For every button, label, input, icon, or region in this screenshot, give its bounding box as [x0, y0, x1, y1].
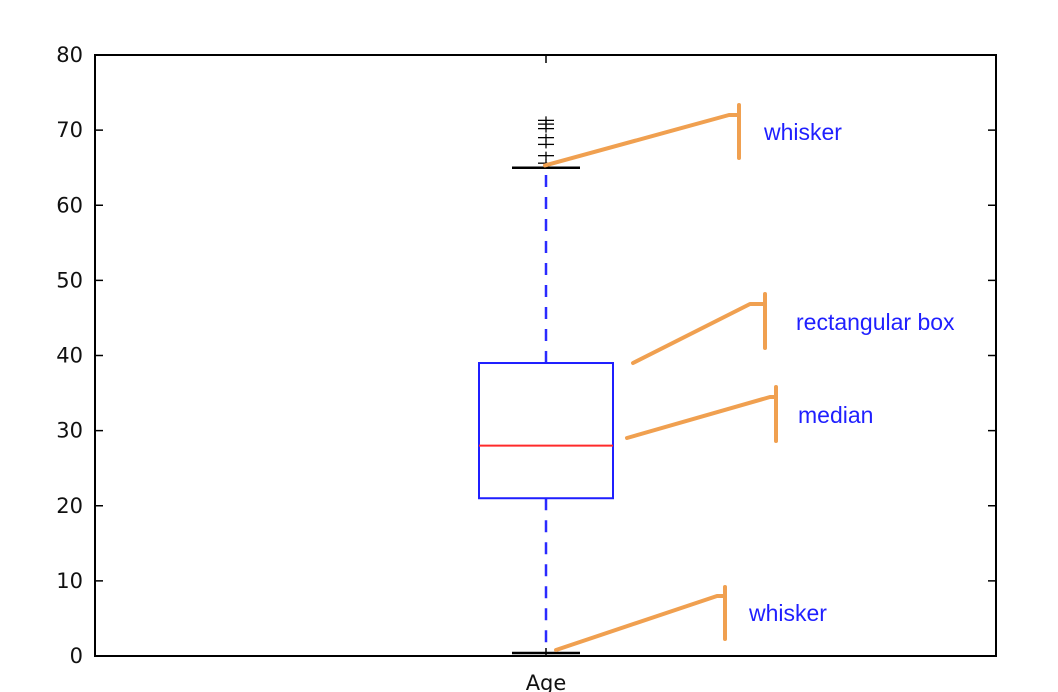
y-tick-label: 80 [56, 43, 83, 67]
y-tick-label: 20 [56, 494, 83, 518]
plot-area [478, 116, 614, 655]
y-axis-ticks: 0 10 20 30 40 50 60 70 80 [56, 43, 996, 668]
annotation-label: whisker [763, 119, 842, 145]
plot-frame [94, 54, 997, 657]
x-tick-label: Age [526, 671, 567, 692]
y-tick-label: 0 [70, 644, 83, 668]
y-tick-label: 10 [56, 569, 83, 593]
annotation-pointer-line [554, 594, 727, 652]
y-tick-label: 60 [56, 193, 83, 217]
annotation-pointer-line [625, 395, 778, 440]
annotation-label: rectangular box [796, 309, 955, 335]
annotations: whisker rectangular box median whisker [543, 103, 955, 652]
y-tick-label: 40 [56, 344, 83, 368]
annotation-pointer-line [543, 113, 741, 168]
annotation-label: whisker [748, 600, 827, 626]
y-tick-label: 70 [56, 118, 83, 142]
interquartile-box [478, 362, 614, 500]
y-tick-label: 50 [56, 268, 83, 292]
y-tick-label: 30 [56, 419, 83, 443]
annotation-pointer-line [631, 302, 767, 365]
annotation-label: median [798, 402, 873, 428]
